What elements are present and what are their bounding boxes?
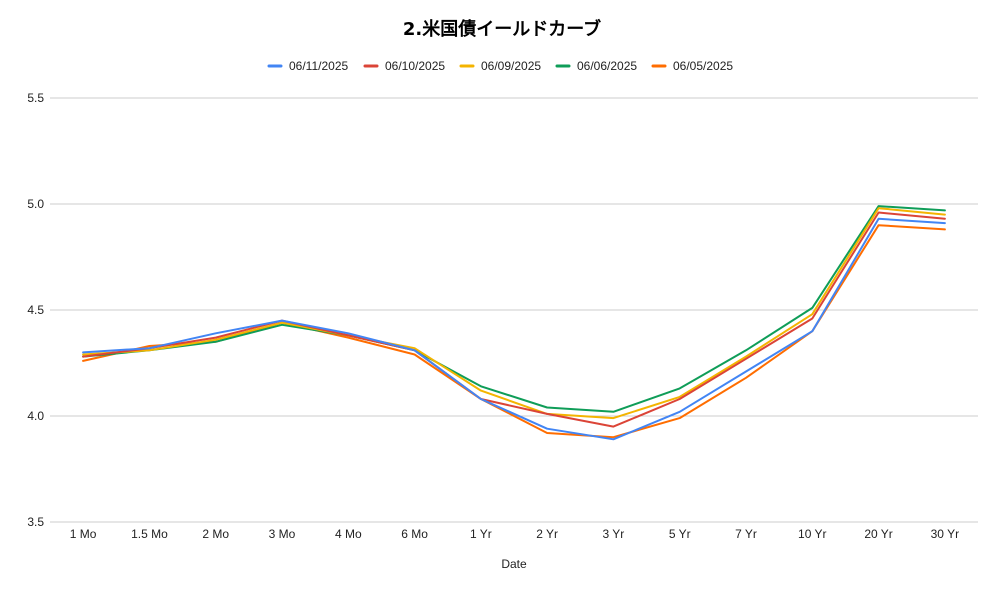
series-lines — [82, 205, 946, 441]
y-tick-label: 5.0 — [27, 197, 44, 211]
legend-item: 06/10/2025 — [363, 59, 445, 73]
x-tick-label: 2 Yr — [536, 527, 558, 541]
series-line — [82, 207, 946, 420]
legend-item: 06/09/2025 — [459, 59, 541, 73]
legend: 06/11/2025 06/10/2025 06/09/2025 06/06/2025… — [267, 59, 733, 73]
series-line — [82, 205, 946, 413]
y-tick-label: 4.5 — [27, 303, 44, 317]
legend-label: 06/05/2025 — [673, 59, 733, 73]
y-tick-label: 4.0 — [27, 409, 44, 423]
x-tick-label: 1 Yr — [470, 527, 492, 541]
y-axis: 3.5 4.0 4.5 5.0 5.5 — [27, 91, 44, 529]
legend-item: 06/05/2025 — [651, 59, 733, 73]
x-tick-label: 2 Mo — [202, 527, 229, 541]
grid — [50, 97, 978, 523]
series-line — [82, 217, 946, 441]
x-tick-label: 1 Mo — [70, 527, 97, 541]
y-tick-label: 5.5 — [27, 91, 44, 105]
x-tick-label: 6 Mo — [401, 527, 428, 541]
legend-label: 06/09/2025 — [481, 59, 541, 73]
x-tick-label: 5 Yr — [669, 527, 691, 541]
x-tick-label: 20 Yr — [864, 527, 892, 541]
legend-item: 06/06/2025 — [555, 59, 637, 73]
x-tick-label: 1.5 Mo — [131, 527, 168, 541]
legend-label: 06/06/2025 — [577, 59, 637, 73]
legend-label: 06/11/2025 — [289, 59, 348, 73]
chart-title: 2.米国債イールドカーブ — [403, 18, 601, 40]
series-line — [82, 224, 946, 439]
x-tick-label: 7 Yr — [735, 527, 757, 541]
x-axis: 1 Mo 1.5 Mo 2 Mo 3 Mo 4 Mo 6 Mo 1 Yr 2 Yr 3 Yr 5 … — [70, 527, 959, 541]
x-tick-label: 3 Yr — [603, 527, 625, 541]
legend-label: 06/10/2025 — [385, 59, 445, 73]
series-line — [82, 211, 946, 428]
y-tick-label: 3.5 — [27, 515, 44, 529]
x-tick-label: 4 Mo — [335, 527, 362, 541]
x-tick-label: 3 Mo — [269, 527, 296, 541]
legend-item: 06/11/2025 — [267, 59, 348, 73]
x-tick-label: 10 Yr — [798, 527, 826, 541]
x-tick-label: 30 Yr — [931, 527, 959, 541]
x-axis-title: Date — [501, 557, 527, 571]
